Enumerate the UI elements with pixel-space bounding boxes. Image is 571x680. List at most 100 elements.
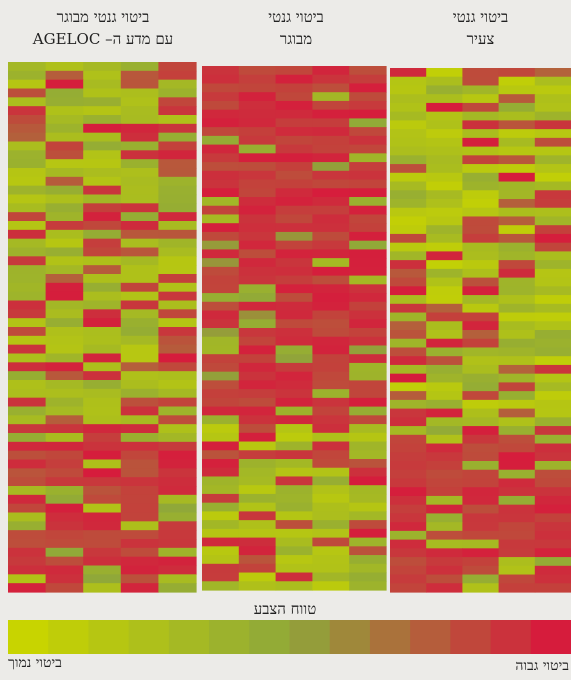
- heatmap-cell: [534, 452, 571, 462]
- heatmap-cell: [8, 212, 47, 222]
- heatmap-cell: [312, 197, 350, 207]
- heatmap-cell: [349, 511, 387, 521]
- heatmap-cell: [238, 563, 277, 574]
- heatmap-cell: [238, 397, 277, 408]
- heatmap-cell: [45, 132, 84, 143]
- heatmap-cell: [238, 127, 277, 137]
- heatmap-cell: [238, 493, 277, 504]
- heatmap-cell: [238, 240, 277, 250]
- heatmap-cell: [534, 347, 571, 357]
- color-scale-low-label: ביטוי נמוך: [8, 655, 62, 671]
- heatmap-cell: [462, 216, 500, 226]
- heatmap-cell: [349, 319, 387, 329]
- heatmap-cell: [120, 353, 159, 363]
- heatmap-cell: [202, 572, 240, 582]
- heatmap-cell: [158, 530, 197, 540]
- heatmap-cell: [158, 477, 197, 487]
- heatmap-cell: [8, 282, 47, 293]
- heatmap-cell: [390, 461, 427, 471]
- heatmap-cell: [426, 364, 463, 375]
- heatmap-cell: [390, 233, 427, 244]
- heatmap-cell: [275, 301, 313, 312]
- heatmap-cell: [8, 194, 47, 204]
- heatmap-cell: [462, 557, 500, 567]
- heatmap-cell: [120, 256, 159, 266]
- heatmap-cell: [45, 486, 84, 496]
- heatmap-cell: [349, 476, 387, 486]
- heatmap-cell: [83, 256, 122, 266]
- heatmap-cell: [462, 373, 500, 383]
- heatmap-cell: [45, 291, 84, 302]
- heatmap-cell: [45, 380, 84, 390]
- heatmap-cell: [462, 137, 500, 148]
- heatmap-cell: [312, 476, 350, 486]
- color-scale-step: [410, 620, 451, 654]
- heatmap-cell: [83, 503, 122, 514]
- heatmap-cell: [158, 203, 197, 213]
- heatmap-cell: [534, 495, 571, 506]
- heatmap-cell: [158, 185, 197, 196]
- heatmap-cell: [45, 159, 84, 169]
- heatmap-cell: [238, 336, 277, 347]
- heatmap-cell: [202, 563, 240, 574]
- heatmap-cell: [426, 286, 463, 296]
- heatmap-cell: [202, 92, 240, 102]
- heatmap-cell: [120, 547, 159, 558]
- color-scale-high-label: ביטוי גבוה: [515, 658, 569, 674]
- panel-title-young-line2: צעיר: [466, 30, 495, 48]
- heatmap-cell: [275, 345, 313, 355]
- heatmap-cell: [349, 354, 387, 364]
- heatmap-cell: [8, 221, 47, 231]
- heatmap-cell: [498, 461, 536, 471]
- heatmap-cell: [275, 450, 313, 460]
- heatmap-cell: [83, 212, 122, 222]
- heatmap-cell: [275, 336, 313, 347]
- heatmap-cell: [349, 284, 387, 294]
- heatmap-cell: [120, 221, 159, 231]
- heatmap-cell: [349, 170, 387, 181]
- color-scale-title: טווח הצבע: [253, 600, 317, 618]
- heatmap-cell: [275, 441, 313, 451]
- heatmap-cell: [349, 520, 387, 530]
- heatmap-cell: [8, 247, 47, 257]
- heatmap-cell: [275, 249, 313, 259]
- heatmap-cell: [45, 168, 84, 178]
- heatmap-cell: [426, 495, 463, 506]
- heatmap-cell: [426, 268, 463, 279]
- heatmap-cell: [426, 373, 463, 383]
- heatmap-cell: [83, 388, 122, 399]
- heatmap-cell: [83, 406, 122, 416]
- heatmap-cell: [202, 467, 240, 478]
- heatmap-cell: [426, 426, 463, 436]
- heatmap-cell: [390, 583, 427, 593]
- heatmap-cell: [275, 162, 313, 172]
- heatmap-cell: [8, 583, 47, 593]
- heatmap-cell: [534, 251, 571, 261]
- heatmap-cell: [426, 443, 463, 453]
- heatmap-cell: [8, 415, 47, 425]
- heatmap-cell: [426, 216, 463, 226]
- heatmap-cell: [498, 338, 536, 349]
- heatmap-panel-3: [390, 68, 571, 593]
- heatmap-cell: [120, 132, 159, 143]
- heatmap-cell: [462, 408, 500, 418]
- heatmap-cell: [45, 362, 84, 372]
- heatmap-cell: [534, 408, 571, 418]
- heatmap-cell: [462, 242, 500, 252]
- heatmap-cell: [158, 433, 197, 443]
- heatmap-cell: [8, 62, 47, 72]
- heatmap-cell: [498, 233, 536, 244]
- heatmap-cell: [158, 274, 197, 284]
- heatmap-cell: [462, 286, 500, 296]
- heatmap-cell: [202, 432, 240, 443]
- heatmap-cell: [462, 321, 500, 331]
- heatmap-cell: [534, 242, 571, 252]
- heatmap-cell: [275, 266, 313, 277]
- heatmap-cell: [83, 123, 122, 134]
- heatmap-cell: [534, 487, 571, 497]
- heatmap-cell: [158, 265, 197, 275]
- heatmap-cell: [158, 512, 197, 522]
- heatmap-cell: [8, 132, 47, 143]
- heatmap-cell: [390, 146, 427, 156]
- heatmap-cell: [120, 477, 159, 487]
